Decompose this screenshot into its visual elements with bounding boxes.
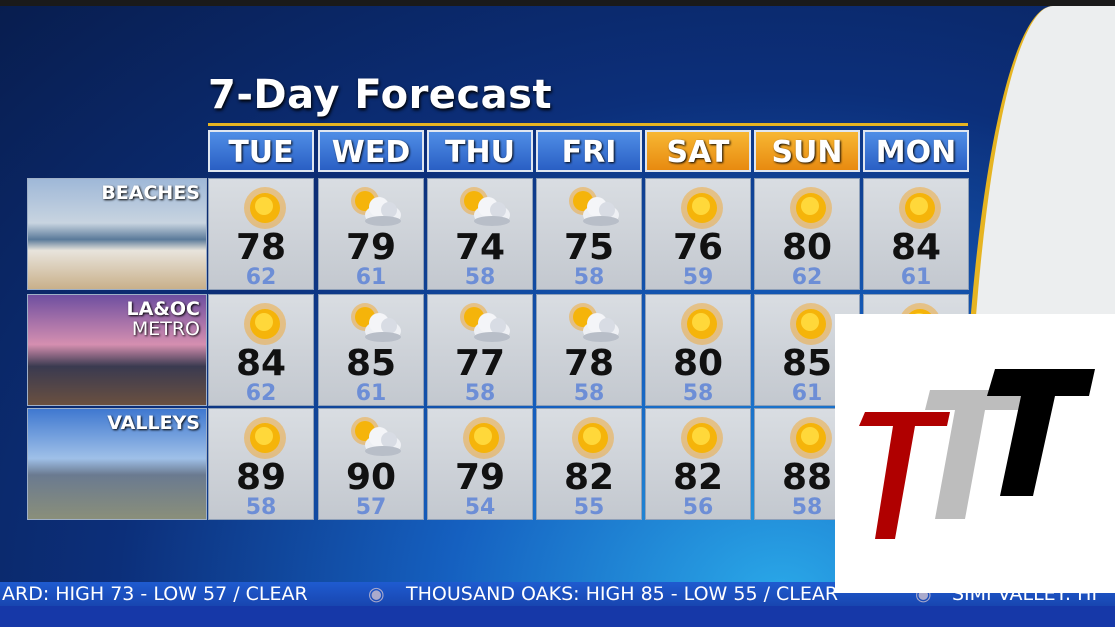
forecast-cell: 82 55	[536, 408, 642, 520]
region-name-line1: LA&OC	[126, 298, 200, 320]
high-temp: 89	[235, 457, 287, 498]
forecast-cell: 79 54	[427, 408, 533, 520]
forecast-cell: 75 58	[536, 178, 642, 290]
region-label-2: VALLEYS	[27, 408, 207, 520]
day-header-fri: FRI	[536, 130, 642, 172]
forecast-cell: 79 61	[318, 178, 424, 290]
day-header-tue: TUE	[208, 130, 314, 172]
forecast-cell: 77 58	[427, 294, 533, 406]
forecast-cell: 89 58	[208, 408, 314, 520]
forecast-cell: 82 56	[645, 408, 751, 520]
forecast-cell: 84 62	[208, 294, 314, 406]
low-temp: 62	[245, 381, 277, 406]
forecast-cell: 78 58	[536, 294, 642, 406]
forecast-cell: 76 59	[645, 178, 751, 290]
region-name: BEACHES	[101, 183, 200, 203]
low-temp: 61	[900, 265, 932, 290]
low-temp: 61	[355, 381, 387, 406]
forecast-cell: 74 58	[427, 178, 533, 290]
low-temp: 61	[355, 265, 387, 290]
forecast-cell: 80 58	[645, 294, 751, 406]
logo-t-gray	[925, 390, 1025, 519]
forecast-cell: 78 62	[208, 178, 314, 290]
day-header-sat: SAT	[645, 130, 751, 172]
region-label-0: BEACHES	[27, 178, 207, 290]
high-temp: 80	[672, 343, 724, 384]
high-temp: 79	[345, 227, 397, 268]
high-temp: 79	[454, 457, 506, 498]
logo-t-black	[987, 369, 1095, 496]
page-title: 7-Day Forecast	[208, 72, 553, 118]
bottom-bar	[0, 606, 1115, 627]
high-temp: 78	[235, 227, 287, 268]
ticker-item: THOUSAND OAKS: HIGH 85 - LOW 55 / CLEAR	[406, 583, 839, 605]
day-header-mon: MON	[863, 130, 969, 172]
region-name-line1: BEACHES	[101, 182, 200, 204]
high-temp: 84	[235, 343, 287, 384]
top-bar	[0, 0, 1115, 6]
low-temp: 58	[573, 265, 605, 290]
cbs-eye-icon: ◉	[368, 583, 385, 605]
region-label-1: LA&OC METRO	[27, 294, 207, 406]
low-temp: 58	[573, 381, 605, 406]
forecast-cell: 90 57	[318, 408, 424, 520]
high-temp: 82	[672, 457, 724, 498]
title-underline	[208, 123, 968, 126]
high-temp: 82	[563, 457, 615, 498]
low-temp: 61	[791, 381, 823, 406]
region-name: LA&OC METRO	[127, 299, 200, 339]
high-temp: 76	[672, 227, 724, 268]
low-temp: 58	[464, 265, 496, 290]
region-name-line1: VALLEYS	[107, 412, 200, 434]
low-temp: 56	[682, 495, 714, 520]
low-temp: 58	[791, 495, 823, 520]
region-name-line2: METRO	[131, 318, 200, 340]
high-temp: 88	[781, 457, 833, 498]
forecast-cell: 85 61	[318, 294, 424, 406]
high-temp: 85	[345, 343, 397, 384]
low-temp: 59	[682, 265, 714, 290]
low-temp: 58	[464, 381, 496, 406]
low-temp: 62	[245, 265, 277, 290]
high-temp: 90	[345, 457, 397, 498]
ticker-item: ARD: HIGH 73 - LOW 57 / CLEAR	[2, 583, 308, 605]
high-temp: 85	[781, 343, 833, 384]
high-temp: 74	[454, 227, 506, 268]
watermark-logo	[835, 314, 1115, 593]
high-temp: 78	[563, 343, 615, 384]
forecast-cell: 84 61	[863, 178, 969, 290]
low-temp: 58	[682, 381, 714, 406]
low-temp: 54	[464, 495, 496, 520]
forecast-cell: 80 62	[754, 178, 860, 290]
day-header-thu: THU	[427, 130, 533, 172]
high-temp: 80	[781, 227, 833, 268]
low-temp: 57	[355, 495, 387, 520]
high-temp: 75	[563, 227, 615, 268]
region-name: VALLEYS	[107, 413, 200, 433]
low-temp: 55	[573, 495, 605, 520]
day-header-wed: WED	[318, 130, 424, 172]
news-ticker: ARD: HIGH 73 - LOW 57 / CLEAR ◉ THOUSAND…	[0, 582, 1115, 606]
high-temp: 77	[454, 343, 506, 384]
low-temp: 58	[245, 495, 277, 520]
day-header-sun: SUN	[754, 130, 860, 172]
high-temp: 84	[890, 227, 942, 268]
low-temp: 62	[791, 265, 823, 290]
logo-t-red	[859, 412, 950, 539]
